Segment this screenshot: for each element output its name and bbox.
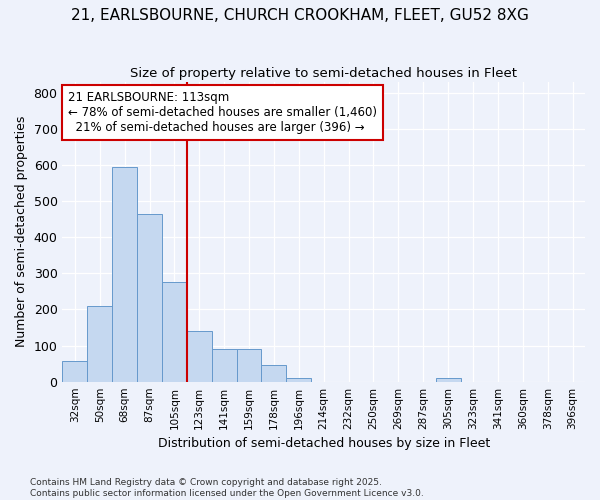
Text: 21, EARLSBOURNE, CHURCH CROOKHAM, FLEET, GU52 8XG: 21, EARLSBOURNE, CHURCH CROOKHAM, FLEET,…: [71, 8, 529, 22]
Bar: [286, 378, 311, 382]
X-axis label: Distribution of semi-detached houses by size in Fleet: Distribution of semi-detached houses by …: [158, 437, 490, 450]
Title: Size of property relative to semi-detached houses in Fleet: Size of property relative to semi-detach…: [130, 68, 517, 80]
Bar: [88, 306, 112, 382]
Bar: [236, 349, 262, 382]
Text: 21 EARLSBOURNE: 113sqm
← 78% of semi-detached houses are smaller (1,460)
  21% o: 21 EARLSBOURNE: 113sqm ← 78% of semi-det…: [68, 90, 377, 134]
Text: Contains HM Land Registry data © Crown copyright and database right 2025.
Contai: Contains HM Land Registry data © Crown c…: [30, 478, 424, 498]
Bar: [62, 361, 88, 382]
Bar: [212, 349, 236, 382]
Bar: [262, 366, 286, 382]
Y-axis label: Number of semi-detached properties: Number of semi-detached properties: [15, 116, 28, 348]
Bar: [436, 378, 461, 382]
Bar: [112, 166, 137, 382]
Bar: [162, 282, 187, 382]
Bar: [187, 331, 212, 382]
Bar: [137, 214, 162, 382]
